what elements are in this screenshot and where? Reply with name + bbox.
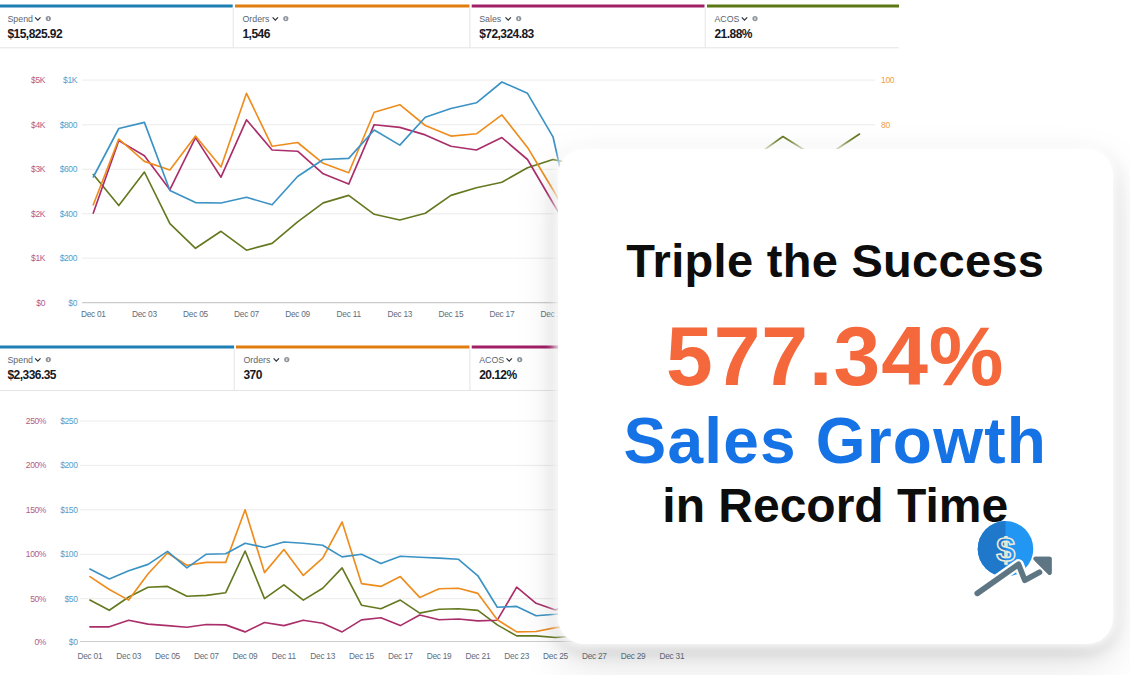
svg-text:$: $ xyxy=(996,530,1015,568)
